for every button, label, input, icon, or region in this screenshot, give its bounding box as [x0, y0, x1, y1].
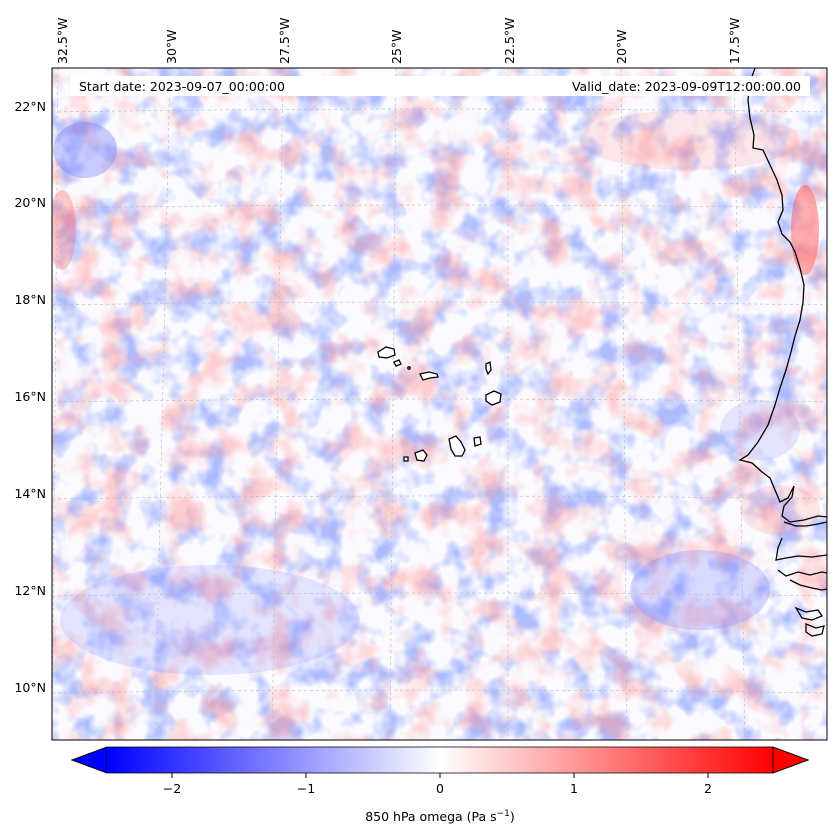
- lon-tick-label: 27.5°W: [277, 18, 292, 64]
- colorbar-tick-label: 0: [436, 781, 444, 796]
- colorbar-label-main: 850 hPa omega (Pa s: [365, 809, 496, 824]
- descent-patch: [580, 110, 800, 170]
- colorbar-extend-high: [772, 746, 810, 774]
- descent-patch: [52, 190, 76, 270]
- lon-tick-label: 22.5°W: [502, 18, 517, 64]
- lat-tick-label: 18°N: [14, 292, 46, 307]
- colorbar-tick-label: −2: [163, 781, 181, 796]
- colorbar-tick-label: 1: [570, 781, 578, 796]
- island-sao-nicolau: [419, 371, 439, 381]
- colorbar-label-sup: −1: [497, 809, 510, 819]
- west-africa-coastline: [738, 68, 827, 637]
- island-sao-vicente: [393, 359, 402, 367]
- colorbar-label: 850 hPa omega (Pa s−1): [365, 809, 515, 824]
- lat-tick-label: 22°N: [14, 99, 46, 114]
- map-panel: [52, 68, 827, 740]
- ascent-patch: [60, 565, 360, 675]
- island-islet: [407, 366, 411, 370]
- valid-date-label: Valid_date: 2023-09-09T12:00:00.00: [572, 79, 801, 94]
- island-santiago: [448, 435, 466, 457]
- colorbar-ticks: [171, 773, 709, 778]
- island-santo-antao: [377, 346, 396, 359]
- colorbar: −2 −1 0 1 2 850 hPa omega (Pa s−1): [70, 746, 810, 824]
- island-sal: [485, 361, 492, 376]
- island-boa-vista: [485, 390, 502, 406]
- map-frame: [51, 67, 828, 741]
- lon-tick-label: 25°W: [389, 29, 404, 64]
- colorbar-extend-low: [70, 746, 108, 774]
- longitude-tick-labels: 32.5°W 30°W 27.5°W 25°W 22.5°W 20°W 17.5…: [55, 18, 742, 64]
- lon-tick-label: 30°W: [164, 29, 179, 64]
- ascent-patch: [720, 400, 800, 460]
- lat-tick-label: 14°N: [14, 486, 46, 501]
- island-maio: [473, 436, 482, 447]
- ascent-patch: [53, 122, 117, 178]
- colorbar-gradient: [107, 747, 773, 773]
- lat-tick-label: 16°N: [14, 389, 46, 404]
- lat-tick-label: 10°N: [14, 680, 46, 695]
- island-brava: [403, 456, 409, 462]
- island-fogo: [414, 449, 428, 462]
- lon-tick-label: 32.5°W: [55, 18, 70, 64]
- graticule: [52, 68, 827, 740]
- lon-tick-label: 17.5°W: [727, 18, 742, 64]
- start-date-label: Start date: 2023-09-07_00:00:00: [79, 79, 285, 94]
- lat-tick-label: 20°N: [14, 195, 46, 210]
- lon-tick-label: 20°W: [614, 29, 629, 64]
- latitude-tick-labels: 22°N 20°N 18°N 16°N 14°N 12°N 10°N: [14, 99, 46, 695]
- ascent-patch: [630, 550, 770, 630]
- descent-patch: [740, 485, 820, 535]
- colorbar-tick-label: 2: [704, 781, 712, 796]
- info-label-box: [70, 76, 810, 96]
- descent-patch: [791, 185, 819, 275]
- colorbar-outline: [70, 746, 810, 774]
- colorbar-tick-label: −1: [297, 781, 315, 796]
- lat-tick-label: 12°N: [14, 583, 46, 598]
- omega-field-descent: [52, 68, 827, 740]
- cape-verde-islands: [377, 346, 502, 462]
- colorbar-label-end: ): [510, 809, 515, 824]
